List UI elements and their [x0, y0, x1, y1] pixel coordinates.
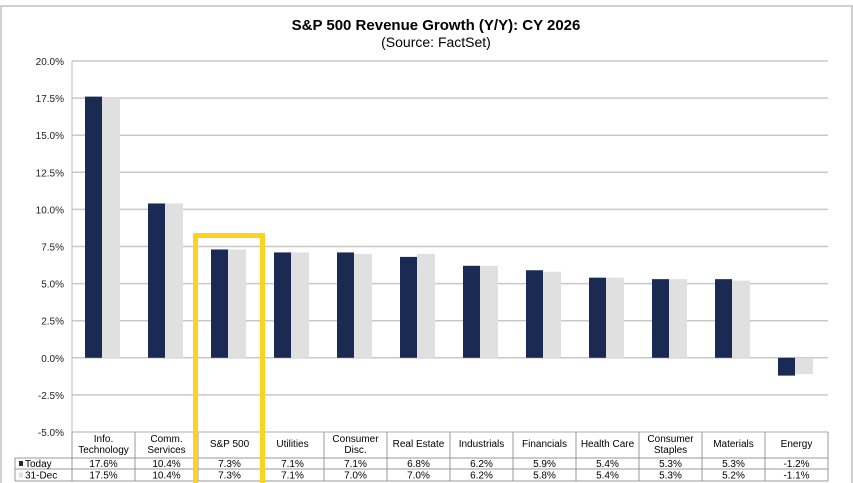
legend-label: 31-Dec: [25, 471, 57, 482]
category-label: Materials: [713, 439, 754, 450]
bar-31-dec: [669, 279, 687, 358]
data-label: 5.3%: [722, 459, 745, 470]
category-label: S&P 500: [210, 439, 250, 450]
data-label: 7.1%: [281, 459, 304, 470]
data-label: 17.5%: [89, 471, 117, 482]
data-label: 17.6%: [89, 459, 117, 470]
bar-31-dec: [543, 271, 561, 358]
category-label: Services: [147, 445, 185, 456]
data-label: -1.1%: [783, 471, 809, 482]
data-label: 7.3%: [218, 459, 241, 470]
data-label: 7.0%: [344, 471, 367, 482]
bar-31-dec: [606, 277, 624, 358]
data-label: 5.9%: [533, 459, 556, 470]
category-label: Comm.: [150, 434, 182, 445]
data-label: 7.3%: [218, 471, 241, 482]
bar-31-dec: [732, 280, 750, 358]
bar-today: [337, 252, 354, 358]
bar-31-dec: [480, 265, 498, 358]
bar-31-dec: [291, 252, 309, 358]
chart-frame: [0, 5, 853, 483]
category-label: Disc.: [344, 445, 366, 456]
bar-today: [274, 252, 291, 358]
category-label: Consumer: [647, 434, 694, 445]
y-tick-label: 10.0%: [36, 205, 64, 216]
y-tick-label: 20.0%: [36, 57, 64, 68]
legend-swatch: [19, 461, 23, 466]
legend-label: Today: [25, 459, 52, 470]
bar-today: [148, 203, 165, 358]
bar-today: [715, 279, 732, 358]
data-label: 10.4%: [152, 459, 180, 470]
data-label: 6.8%: [407, 459, 430, 470]
chart-title: S&P 500 Revenue Growth (Y/Y): CY 2026: [292, 17, 581, 34]
data-label: 6.2%: [470, 471, 493, 482]
bar-today: [589, 277, 606, 358]
bar-today: [526, 270, 543, 358]
data-label: -1.2%: [783, 459, 809, 470]
category-label: Energy: [781, 439, 813, 450]
bar-31-dec: [417, 253, 435, 358]
y-tick-label: 2.5%: [41, 317, 64, 328]
bar-31-dec: [228, 249, 246, 358]
data-label: 5.3%: [659, 471, 682, 482]
data-label: 6.2%: [470, 459, 493, 470]
y-tick-label: 0.0%: [41, 354, 64, 365]
y-tick-label: 12.5%: [36, 168, 64, 179]
category-label: Staples: [654, 445, 687, 456]
category-label: Health Care: [581, 439, 635, 450]
data-label: 5.4%: [596, 471, 619, 482]
category-label: Technology: [78, 445, 129, 456]
y-tick-label: 15.0%: [36, 131, 64, 142]
y-tick-label: 17.5%: [36, 94, 64, 105]
y-tick-label: -2.5%: [38, 391, 64, 402]
y-tick-label: 7.5%: [41, 243, 64, 254]
category-label: Utilities: [276, 439, 308, 450]
category-label: Industrials: [459, 439, 505, 450]
bar-today: [211, 249, 228, 358]
data-label: 7.0%: [407, 471, 430, 482]
bar-31-dec: [795, 357, 813, 375]
data-label: 5.8%: [533, 471, 556, 482]
bar-31-dec: [102, 98, 120, 358]
bar-today: [463, 265, 480, 358]
bar-today: [85, 96, 102, 358]
bar-31-dec: [165, 203, 183, 358]
bar-31-dec: [354, 253, 372, 358]
bar-today: [652, 279, 669, 358]
data-label: 5.4%: [596, 459, 619, 470]
data-label: 7.1%: [281, 471, 304, 482]
bar-today: [778, 357, 795, 376]
category-label: Real Estate: [393, 439, 445, 450]
data-label: 10.4%: [152, 471, 180, 482]
category-label: Consumer: [332, 434, 379, 445]
category-label: Info.: [94, 434, 113, 445]
data-label: 7.1%: [344, 459, 367, 470]
y-tick-label: 5.0%: [41, 280, 64, 291]
category-label: Financials: [522, 439, 567, 450]
y-tick-label: -5.0%: [38, 428, 64, 439]
bar-today: [400, 256, 417, 358]
data-label: 5.2%: [722, 471, 745, 482]
legend-swatch: [19, 472, 23, 478]
chart-subtitle: (Source: FactSet): [381, 34, 491, 50]
highlight-box: [193, 233, 265, 483]
data-label: 5.3%: [659, 459, 682, 470]
